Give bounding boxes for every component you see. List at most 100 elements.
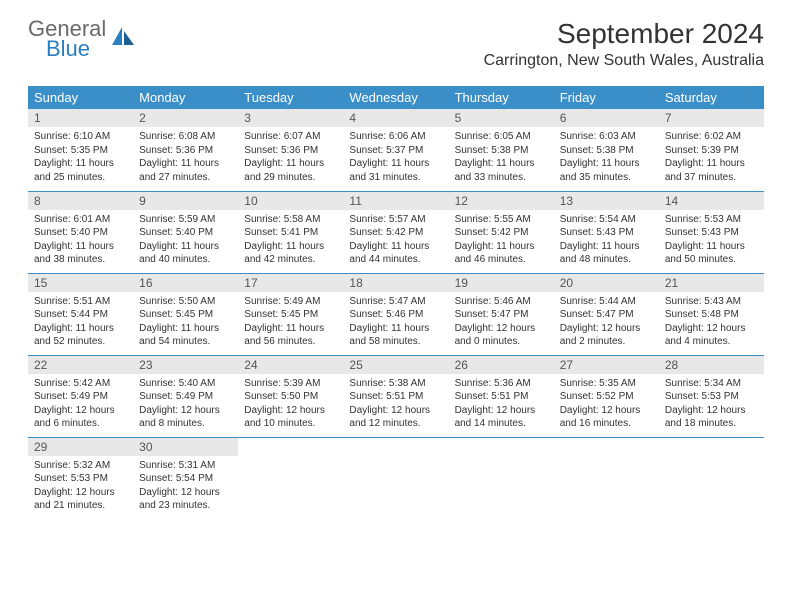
weekday-header-row: Sunday Monday Tuesday Wednesday Thursday… xyxy=(28,86,764,109)
calendar-cell: 13Sunrise: 5:54 AMSunset: 5:43 PMDayligh… xyxy=(554,191,659,273)
day-details: Sunrise: 5:44 AMSunset: 5:47 PMDaylight:… xyxy=(554,292,659,355)
day-details: Sunrise: 5:50 AMSunset: 5:45 PMDaylight:… xyxy=(133,292,238,355)
calendar-cell: 25Sunrise: 5:38 AMSunset: 5:51 PMDayligh… xyxy=(343,355,448,437)
day-details: Sunrise: 6:02 AMSunset: 5:39 PMDaylight:… xyxy=(659,127,764,190)
day-details: Sunrise: 6:05 AMSunset: 5:38 PMDaylight:… xyxy=(449,127,554,190)
weekday-header: Thursday xyxy=(449,86,554,109)
day-number: 14 xyxy=(659,192,764,210)
day-number: 26 xyxy=(449,356,554,374)
calendar-cell-empty xyxy=(554,437,659,519)
calendar-cell: 11Sunrise: 5:57 AMSunset: 5:42 PMDayligh… xyxy=(343,191,448,273)
weekday-header: Tuesday xyxy=(238,86,343,109)
calendar-cell: 2Sunrise: 6:08 AMSunset: 5:36 PMDaylight… xyxy=(133,109,238,191)
day-number: 29 xyxy=(28,438,133,456)
day-number: 17 xyxy=(238,274,343,292)
calendar-cell: 1Sunrise: 6:10 AMSunset: 5:35 PMDaylight… xyxy=(28,109,133,191)
day-details: Sunrise: 5:51 AMSunset: 5:44 PMDaylight:… xyxy=(28,292,133,355)
brand-logo: General Blue xyxy=(28,18,136,60)
brand-text: General Blue xyxy=(28,18,106,60)
day-details: Sunrise: 5:40 AMSunset: 5:49 PMDaylight:… xyxy=(133,374,238,437)
calendar-cell: 16Sunrise: 5:50 AMSunset: 5:45 PMDayligh… xyxy=(133,273,238,355)
page-header: General Blue September 2024 Carrington, … xyxy=(0,0,792,78)
day-number: 7 xyxy=(659,109,764,127)
weekday-header: Monday xyxy=(133,86,238,109)
day-number: 28 xyxy=(659,356,764,374)
day-number: 19 xyxy=(449,274,554,292)
calendar-cell: 26Sunrise: 5:36 AMSunset: 5:51 PMDayligh… xyxy=(449,355,554,437)
calendar-cell: 9Sunrise: 5:59 AMSunset: 5:40 PMDaylight… xyxy=(133,191,238,273)
day-details: Sunrise: 5:42 AMSunset: 5:49 PMDaylight:… xyxy=(28,374,133,437)
day-number: 27 xyxy=(554,356,659,374)
calendar-cell: 4Sunrise: 6:06 AMSunset: 5:37 PMDaylight… xyxy=(343,109,448,191)
day-number: 25 xyxy=(343,356,448,374)
calendar-row: 22Sunrise: 5:42 AMSunset: 5:49 PMDayligh… xyxy=(28,355,764,437)
calendar-cell: 14Sunrise: 5:53 AMSunset: 5:43 PMDayligh… xyxy=(659,191,764,273)
calendar-cell: 27Sunrise: 5:35 AMSunset: 5:52 PMDayligh… xyxy=(554,355,659,437)
day-number: 18 xyxy=(343,274,448,292)
day-number: 1 xyxy=(28,109,133,127)
calendar-cell: 19Sunrise: 5:46 AMSunset: 5:47 PMDayligh… xyxy=(449,273,554,355)
day-number: 22 xyxy=(28,356,133,374)
day-details: Sunrise: 5:46 AMSunset: 5:47 PMDaylight:… xyxy=(449,292,554,355)
day-number: 13 xyxy=(554,192,659,210)
day-number: 9 xyxy=(133,192,238,210)
calendar-cell-empty xyxy=(659,437,764,519)
day-details: Sunrise: 5:38 AMSunset: 5:51 PMDaylight:… xyxy=(343,374,448,437)
day-number: 5 xyxy=(449,109,554,127)
day-details: Sunrise: 5:39 AMSunset: 5:50 PMDaylight:… xyxy=(238,374,343,437)
weekday-header: Saturday xyxy=(659,86,764,109)
day-details: Sunrise: 5:59 AMSunset: 5:40 PMDaylight:… xyxy=(133,210,238,273)
weekday-header: Sunday xyxy=(28,86,133,109)
day-number: 8 xyxy=(28,192,133,210)
day-details: Sunrise: 6:10 AMSunset: 5:35 PMDaylight:… xyxy=(28,127,133,190)
calendar-cell: 17Sunrise: 5:49 AMSunset: 5:45 PMDayligh… xyxy=(238,273,343,355)
calendar-row: 8Sunrise: 6:01 AMSunset: 5:40 PMDaylight… xyxy=(28,191,764,273)
calendar-cell: 20Sunrise: 5:44 AMSunset: 5:47 PMDayligh… xyxy=(554,273,659,355)
day-details: Sunrise: 5:32 AMSunset: 5:53 PMDaylight:… xyxy=(28,456,133,519)
day-number: 3 xyxy=(238,109,343,127)
day-number: 30 xyxy=(133,438,238,456)
day-details: Sunrise: 6:01 AMSunset: 5:40 PMDaylight:… xyxy=(28,210,133,273)
calendar-cell: 6Sunrise: 6:03 AMSunset: 5:38 PMDaylight… xyxy=(554,109,659,191)
sail-icon xyxy=(110,25,136,56)
day-details: Sunrise: 5:43 AMSunset: 5:48 PMDaylight:… xyxy=(659,292,764,355)
day-number: 15 xyxy=(28,274,133,292)
day-details: Sunrise: 5:57 AMSunset: 5:42 PMDaylight:… xyxy=(343,210,448,273)
day-details: Sunrise: 6:07 AMSunset: 5:36 PMDaylight:… xyxy=(238,127,343,190)
calendar-cell: 12Sunrise: 5:55 AMSunset: 5:42 PMDayligh… xyxy=(449,191,554,273)
day-number: 6 xyxy=(554,109,659,127)
title-block: September 2024 Carrington, New South Wal… xyxy=(484,18,764,70)
calendar-cell: 18Sunrise: 5:47 AMSunset: 5:46 PMDayligh… xyxy=(343,273,448,355)
day-details: Sunrise: 6:06 AMSunset: 5:37 PMDaylight:… xyxy=(343,127,448,190)
day-details: Sunrise: 5:58 AMSunset: 5:41 PMDaylight:… xyxy=(238,210,343,273)
day-details: Sunrise: 6:03 AMSunset: 5:38 PMDaylight:… xyxy=(554,127,659,190)
calendar-cell: 28Sunrise: 5:34 AMSunset: 5:53 PMDayligh… xyxy=(659,355,764,437)
calendar-cell: 8Sunrise: 6:01 AMSunset: 5:40 PMDaylight… xyxy=(28,191,133,273)
weekday-header: Wednesday xyxy=(343,86,448,109)
day-details: Sunrise: 6:08 AMSunset: 5:36 PMDaylight:… xyxy=(133,127,238,190)
day-details: Sunrise: 5:34 AMSunset: 5:53 PMDaylight:… xyxy=(659,374,764,437)
day-number: 24 xyxy=(238,356,343,374)
brand-line2: Blue xyxy=(28,38,106,60)
day-number: 2 xyxy=(133,109,238,127)
calendar-cell-empty xyxy=(343,437,448,519)
weekday-header: Friday xyxy=(554,86,659,109)
calendar-cell-empty xyxy=(238,437,343,519)
calendar-cell: 22Sunrise: 5:42 AMSunset: 5:49 PMDayligh… xyxy=(28,355,133,437)
calendar-cell: 24Sunrise: 5:39 AMSunset: 5:50 PMDayligh… xyxy=(238,355,343,437)
calendar-body: 1Sunrise: 6:10 AMSunset: 5:35 PMDaylight… xyxy=(28,109,764,519)
calendar-cell: 30Sunrise: 5:31 AMSunset: 5:54 PMDayligh… xyxy=(133,437,238,519)
day-details: Sunrise: 5:35 AMSunset: 5:52 PMDaylight:… xyxy=(554,374,659,437)
location-subtitle: Carrington, New South Wales, Australia xyxy=(484,52,764,70)
calendar-row: 29Sunrise: 5:32 AMSunset: 5:53 PMDayligh… xyxy=(28,437,764,519)
calendar-table: Sunday Monday Tuesday Wednesday Thursday… xyxy=(28,86,764,519)
month-title: September 2024 xyxy=(484,18,764,50)
day-details: Sunrise: 5:36 AMSunset: 5:51 PMDaylight:… xyxy=(449,374,554,437)
day-details: Sunrise: 5:31 AMSunset: 5:54 PMDaylight:… xyxy=(133,456,238,519)
day-details: Sunrise: 5:47 AMSunset: 5:46 PMDaylight:… xyxy=(343,292,448,355)
calendar-cell: 3Sunrise: 6:07 AMSunset: 5:36 PMDaylight… xyxy=(238,109,343,191)
calendar-cell: 5Sunrise: 6:05 AMSunset: 5:38 PMDaylight… xyxy=(449,109,554,191)
calendar-row: 15Sunrise: 5:51 AMSunset: 5:44 PMDayligh… xyxy=(28,273,764,355)
calendar-row: 1Sunrise: 6:10 AMSunset: 5:35 PMDaylight… xyxy=(28,109,764,191)
day-details: Sunrise: 5:53 AMSunset: 5:43 PMDaylight:… xyxy=(659,210,764,273)
